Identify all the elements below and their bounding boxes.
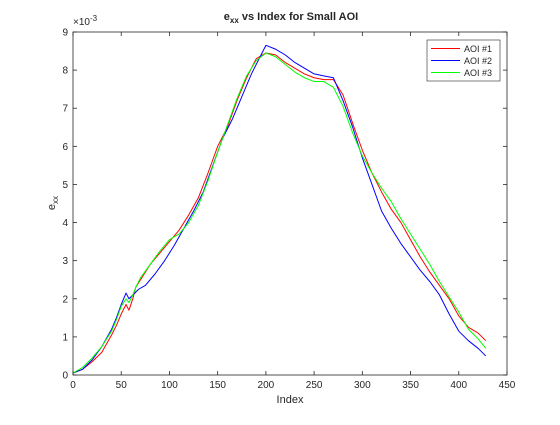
series-line-aoi-3 — [72, 52, 487, 374]
y-tick-label: 3 — [62, 256, 68, 267]
x-tick-label: 300 — [354, 380, 371, 391]
plot-frame — [72, 31, 508, 376]
y-exponent-label: ×10-3 — [73, 14, 98, 28]
y-tick-label: 9 — [62, 28, 68, 39]
x-axis-ticks: 0 50 100 150 200 250 300 350 400 450 — [70, 32, 516, 391]
legend-label-aoi-1: AOI #1 — [464, 44, 492, 54]
y-tick-label: 5 — [62, 180, 68, 191]
legend: AOI #1 AOI #2 AOI #3 — [426, 39, 501, 82]
x-tick-label: 450 — [499, 380, 516, 391]
series-layer — [72, 44, 487, 374]
chart-title: exx vs Index for Small AOI — [224, 11, 358, 25]
x-tick-label: 100 — [161, 380, 178, 391]
series-line-aoi-2 — [72, 44, 487, 374]
y-tick-label: 6 — [62, 142, 68, 153]
x-tick-label: 0 — [70, 380, 76, 391]
x-tick-label: 200 — [258, 380, 275, 391]
x-tick-label: 350 — [402, 380, 419, 391]
plot-area — [73, 32, 507, 375]
x-tick-label: 400 — [450, 380, 467, 391]
x-tick-label: 150 — [209, 380, 226, 391]
y-tick-label: 7 — [62, 104, 68, 115]
y-tick-label: 0 — [62, 371, 68, 382]
y-tick-label: 4 — [62, 218, 68, 229]
legend-label-aoi-2: AOI #2 — [464, 56, 492, 66]
x-axis-title: Index — [277, 394, 304, 406]
y-axis-title: exx — [46, 196, 60, 210]
y-tick-label: 8 — [62, 66, 68, 77]
x-tick-label: 250 — [306, 380, 323, 391]
x-tick-label: 50 — [116, 380, 128, 391]
y-axis-ticks: 0 1 2 3 4 5 6 7 8 9 — [62, 28, 507, 382]
y-tick-label: 1 — [62, 332, 68, 343]
y-tick-label: 2 — [62, 294, 68, 305]
legend-label-aoi-3: AOI #3 — [464, 68, 492, 78]
